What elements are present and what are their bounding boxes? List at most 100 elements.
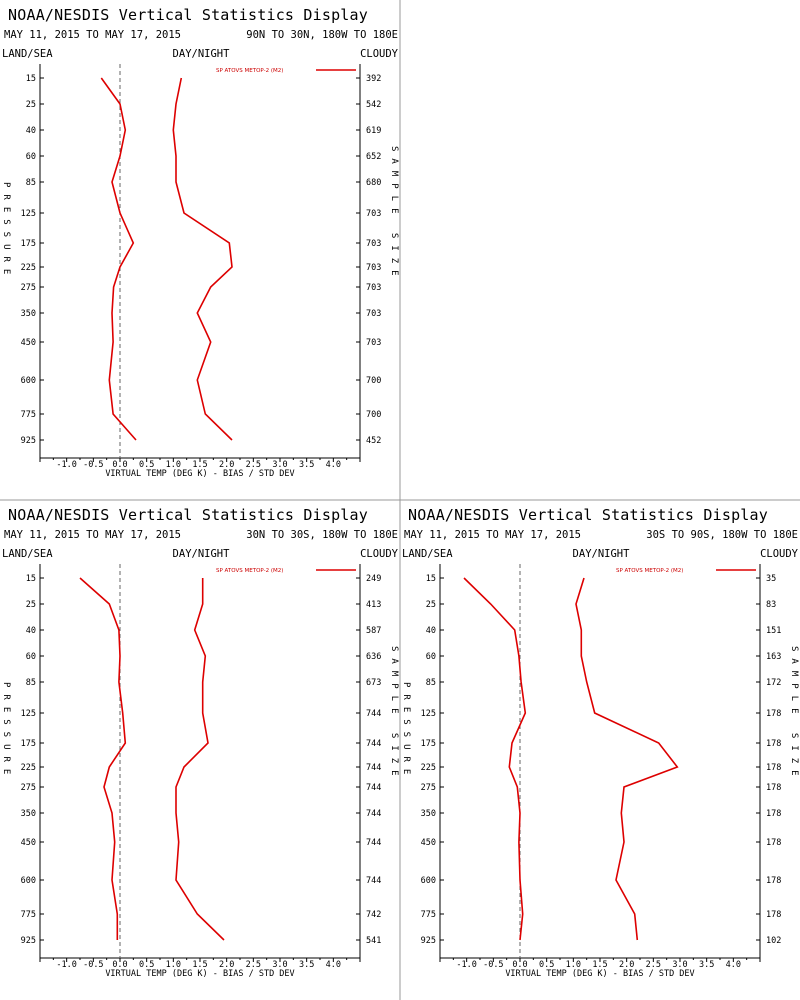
sample-size-label: 703: [366, 283, 381, 293]
sample-size-label: 700: [366, 376, 381, 386]
sample-size-label: 542: [366, 100, 381, 110]
sample-size-label: 178: [766, 783, 781, 793]
date-range: MAY 11, 2015 TO MAY 17, 2015: [404, 529, 581, 541]
pressure-level-label: 125: [21, 209, 36, 219]
plot-frame: [439, 564, 761, 959]
pressure-level-label: 175: [21, 739, 36, 749]
x-tick-label: 3.0: [272, 460, 287, 470]
x-tick-label: 0.0: [112, 960, 127, 970]
sample-size-label: 703: [366, 309, 381, 319]
pressure-level-label: 275: [21, 283, 36, 293]
legend-label: SP ATOVS METOP-2 (M2): [216, 568, 283, 574]
x-tick-label: 2.5: [246, 460, 261, 470]
sample-size-label: 102: [766, 936, 781, 946]
x-axis-title: VIRTUAL TEMP (DEG K) - BIAS / STD DEV: [505, 969, 694, 979]
land-sea-label: LAND/SEA: [2, 548, 53, 560]
land-sea-label: LAND/SEA: [2, 48, 53, 60]
x-tick-label: 1.0: [566, 960, 581, 970]
pressure-level-label: 40: [26, 126, 36, 136]
sample-size-label: 151: [766, 626, 781, 636]
day-night-label: DAY/NIGHT: [573, 548, 631, 560]
pressure-level-label: 25: [26, 100, 36, 110]
region-label: 30S TO 90S, 180W TO 180E: [646, 529, 798, 541]
pressure-level-label: 925: [21, 936, 36, 946]
sample-size-label: 178: [766, 809, 781, 819]
x-axis-title: VIRTUAL TEMP (DEG K) - BIAS / STD DEV: [105, 969, 294, 979]
sample-size-label: 178: [766, 739, 781, 749]
pressure-level-label: 60: [26, 152, 36, 162]
pressure-level-label: 175: [421, 739, 436, 749]
cloudy-label: CLOUDY: [760, 548, 799, 560]
pressure-level-label: 775: [421, 910, 436, 920]
bias-series-line: [79, 577, 127, 940]
pressure-level-label: 125: [21, 709, 36, 719]
pressure-level-label: 350: [21, 309, 36, 319]
pressure-level-label: 60: [426, 652, 436, 662]
pressure-level-label: 925: [21, 436, 36, 446]
sample-size-label: 172: [766, 678, 781, 688]
x-tick-label: -1.0: [56, 960, 76, 970]
land-sea-label: LAND/SEA: [402, 548, 453, 560]
x-tick-label: 4.0: [726, 960, 741, 970]
sample-size-label: 703: [366, 263, 381, 273]
date-range: MAY 11, 2015 TO MAY 17, 2015: [4, 29, 181, 41]
x-tick-label: 0.0: [512, 960, 527, 970]
legend-label: SP ATOVS METOP-2 (M2): [616, 568, 683, 574]
x-tick-label: 3.5: [299, 460, 314, 470]
x-tick-label: 1.5: [192, 960, 207, 970]
pressure-level-label: 275: [421, 783, 436, 793]
pressure-axis-label: PRESSURE: [401, 682, 411, 781]
chart-panel: NOAA/NESDIS Vertical Statistics Display M…: [401, 506, 799, 979]
sample-size-label: 744: [366, 739, 381, 749]
sample-size-label: 35: [766, 574, 776, 584]
sample-size-label: 744: [366, 783, 381, 793]
x-tick-label: 2.0: [219, 960, 234, 970]
sample-size-label: 703: [366, 239, 381, 249]
pressure-level-label: 350: [21, 809, 36, 819]
x-tick-label: 1.5: [192, 460, 207, 470]
x-tick-label: 0.5: [139, 460, 154, 470]
sample-size-label: 680: [366, 178, 381, 188]
sample-size-label: 742: [366, 910, 381, 920]
sample-size-label: 703: [366, 209, 381, 219]
sample-size-label: 587: [366, 626, 381, 636]
sample-size-label: 413: [366, 600, 381, 610]
x-tick-label: 1.0: [166, 460, 181, 470]
x-tick-label: -1.0: [456, 960, 476, 970]
pressure-level-label: 225: [21, 263, 36, 273]
pressure-level-label: 25: [426, 600, 436, 610]
sample-size-label: 703: [366, 338, 381, 348]
sample-size-label: 744: [366, 809, 381, 819]
std-dev-series-line: [175, 578, 225, 941]
sample-size-label: 249: [366, 574, 381, 584]
pressure-level-label: 450: [421, 838, 436, 848]
pressure-level-label: 125: [421, 709, 436, 719]
pressure-level-label: 85: [26, 678, 36, 688]
sample-size-label: 178: [766, 838, 781, 848]
pressure-level-label: 15: [26, 74, 36, 84]
plot-frame: [39, 564, 361, 959]
pressure-axis-label: PRESSURE: [1, 182, 11, 281]
chart-title: NOAA/NESDIS Vertical Statistics Display: [408, 506, 768, 524]
sample-size-label: 163: [766, 652, 781, 662]
sample-size-axis-label: SAMPLE SIZE: [389, 646, 399, 783]
x-tick-label: 2.0: [619, 960, 634, 970]
sample-size-label: 744: [366, 838, 381, 848]
pressure-level-label: 225: [421, 763, 436, 773]
x-tick-label: 2.5: [246, 960, 261, 970]
x-tick-label: -1.0: [56, 460, 76, 470]
pressure-level-label: 350: [421, 809, 436, 819]
x-tick-label: 1.0: [166, 960, 181, 970]
x-tick-label: 2.0: [219, 460, 234, 470]
sample-size-label: 178: [766, 709, 781, 719]
pressure-level-label: 60: [26, 652, 36, 662]
sample-size-label: 178: [766, 763, 781, 773]
x-tick-label: 3.5: [299, 960, 314, 970]
sample-size-label: 178: [766, 876, 781, 886]
x-tick-label: 4.0: [326, 460, 341, 470]
pressure-level-label: 775: [21, 910, 36, 920]
sample-size-label: 178: [766, 910, 781, 920]
bias-series-line: [463, 577, 527, 941]
x-tick-label: 0.0: [112, 460, 127, 470]
